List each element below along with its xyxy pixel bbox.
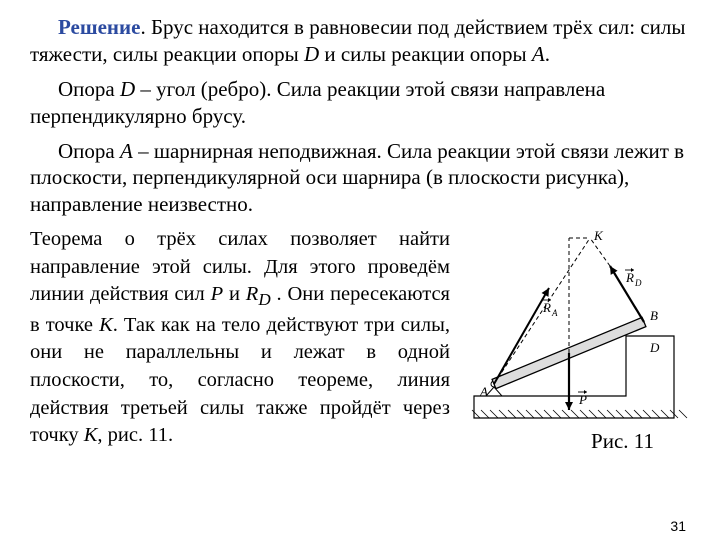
svg-text:B: B: [650, 308, 658, 323]
p1-A: A: [532, 42, 545, 66]
figure-svg: KABDRARDP: [464, 226, 688, 426]
solution-label: Решение: [58, 15, 140, 39]
svg-text:R: R: [625, 270, 634, 285]
p1-text-b: и силы реакции опоры: [319, 42, 532, 66]
svg-text:D: D: [649, 340, 660, 355]
svg-text:K: K: [593, 228, 604, 243]
p4-K2: К: [84, 424, 98, 446]
p1-D: D: [304, 42, 319, 66]
columns: Теорема о трёх силах позволяет найти нап…: [30, 226, 690, 450]
p2-D: D: [120, 77, 135, 101]
paragraph-2: Опора D – угол (ребро). Сила реакции это…: [30, 76, 690, 130]
svg-text:P: P: [578, 392, 587, 407]
p4-end: , рис. 11.: [97, 424, 173, 446]
p1-text-end: .: [545, 42, 550, 66]
svg-text:A: A: [479, 384, 488, 399]
paragraph-1: Решение. Брус находится в равновесии под…: [30, 14, 690, 68]
p4-mid1: и: [223, 283, 246, 305]
p3-A: A: [120, 139, 133, 163]
p4-RD-D: D: [258, 291, 270, 310]
p4-K1: К: [99, 314, 113, 336]
svg-text:D: D: [634, 278, 642, 288]
p4-RD-R: R: [246, 283, 259, 305]
p4-P: P: [211, 283, 224, 305]
figure-caption: Рис. 11: [591, 429, 654, 454]
page: { "text": { "solution_label": "Решение",…: [0, 0, 720, 540]
figure-container: KABDRARDP Рис. 11: [464, 226, 690, 450]
p2-text-a: Опора: [58, 77, 120, 101]
paragraph-3: Опора A – шарнирная неподвижная. Сила ре…: [30, 138, 690, 219]
svg-text:A: A: [551, 308, 558, 318]
paragraph-4: Теорема о трёх силах позволяет найти нап…: [30, 226, 450, 450]
page-number: 31: [670, 518, 686, 534]
p3-text-a: Опора: [58, 139, 120, 163]
svg-text:R: R: [542, 300, 551, 315]
